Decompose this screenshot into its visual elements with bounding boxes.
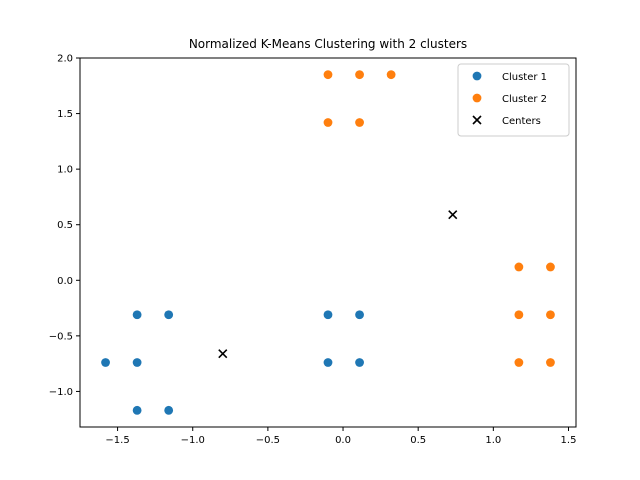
data-point [323,358,333,367]
data-point [355,70,364,80]
data-point [323,70,333,80]
data-point [514,310,524,320]
legend-label: Cluster 1 [502,72,547,83]
center-point [218,349,228,359]
legend-marker [472,71,482,81]
data-point [546,310,555,320]
axes-layer: −1.5 −1.0 −0.5 0.0 0.5 1.0 1.5 −1.0 −0.5 0.0 0.5 1.… [49,54,577,447]
data-point [132,358,142,367]
data-point [132,310,142,320]
data-point [355,118,364,127]
series-3 [218,210,458,359]
y-tick-label: −0.5 [49,331,73,342]
data-point [164,310,174,320]
legend-label: Cluster 2 [502,94,547,105]
x-tick-label: −1.0 [181,435,205,446]
legend-entry: Cluster 1 [472,71,547,83]
x-tick-label: −1.5 [105,435,129,446]
legend-marker [472,115,482,125]
x-tick-label: 0.0 [335,435,351,446]
data-point [355,310,364,320]
x-tick-label: −0.5 [256,435,280,446]
data-point [323,310,333,320]
series-1 [101,310,364,415]
data-point [132,405,142,415]
x-tick-label: 1.5 [561,435,577,446]
legend-entry: Centers [472,115,541,127]
x-tick-label: 1.0 [485,435,501,446]
data-point [101,358,110,367]
data-point [355,358,364,367]
plot-frame [79,57,577,428]
legend-marker [472,93,482,103]
y-tick-label: 1.5 [57,109,73,120]
y-tick-label: −1.0 [49,387,73,398]
legend-entry: Cluster 2 [472,93,547,105]
data-point [323,118,333,127]
data-point [546,262,555,272]
legend: Cluster 1 Cluster 2 Centers [457,63,570,137]
x-tick-label: 0.5 [410,435,426,446]
series-2 [323,70,555,367]
data-point [546,358,555,367]
y-tick-label: 0.0 [57,276,73,287]
chart-title: Normalized K-Means Clustering with 2 clu… [189,37,467,51]
data-point [514,358,524,367]
legend-box [457,63,570,137]
legend-label: Centers [502,116,541,127]
marks-layer [101,70,555,415]
data-point [386,70,396,80]
y-tick-label: 1.0 [57,165,73,176]
y-tick-label: 2.0 [57,54,73,65]
data-point [164,405,174,415]
y-tick-label: 0.5 [57,220,73,231]
center-point [448,210,458,220]
data-point [514,262,524,272]
